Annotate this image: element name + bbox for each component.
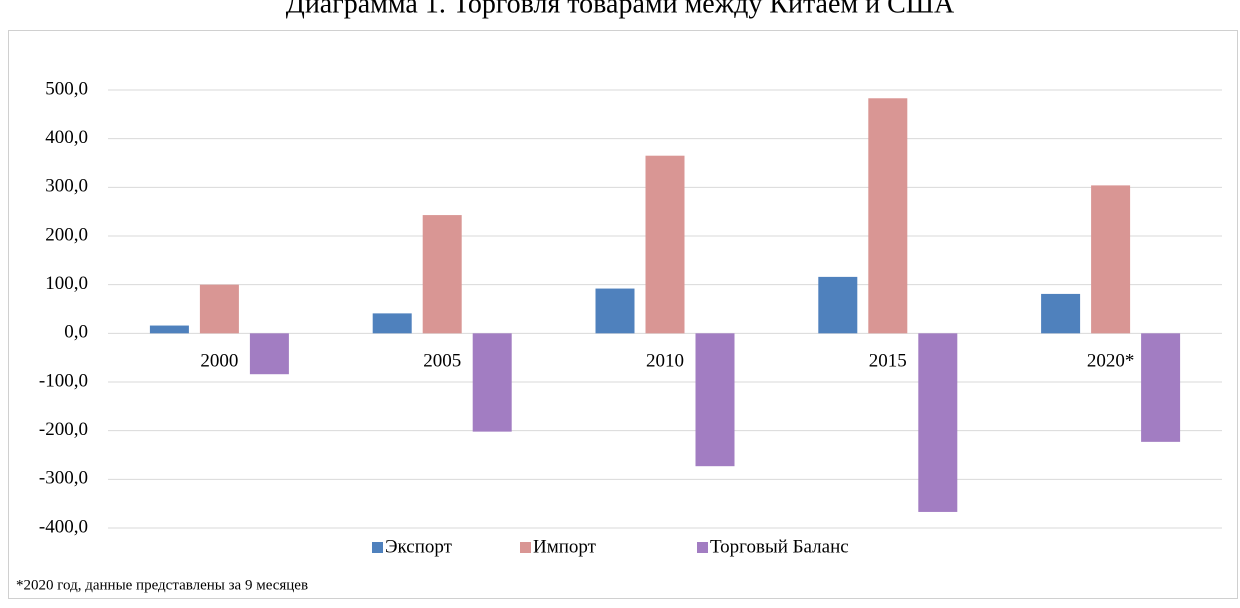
y-tick-label: 500,0 [45,78,88,99]
x-tick-label: 2010 [646,351,684,372]
bar [818,276,858,334]
bar [868,98,908,334]
chart-border [8,30,1238,599]
y-tick-label: 100,0 [45,273,88,294]
y-tick-label: -300,0 [39,468,88,489]
y-tick-label: 0,0 [64,322,88,343]
bar [595,288,635,334]
x-tick-label: 2005 [423,351,461,372]
y-tick-label: -400,0 [39,516,88,537]
chart-title: Диаграмма 1. Торговля товарами между Кит… [286,0,955,19]
bar [1091,185,1131,334]
y-tick-label: -100,0 [39,370,88,391]
y-tick-label: 200,0 [45,224,88,245]
bar [472,333,512,432]
bar [1041,293,1081,334]
bar [149,325,189,334]
x-tick-label: 2000 [200,351,238,372]
legend-swatch [520,542,531,553]
bar [918,333,958,512]
bar [199,284,239,334]
y-tick-label: -200,0 [39,419,88,440]
x-tick-label: 2020* [1087,351,1135,372]
y-tick-label: 300,0 [45,176,88,197]
legend-label: Экспорт [385,536,453,557]
x-tick-label: 2015 [869,351,907,372]
bar [695,333,735,467]
legend-swatch [372,542,383,553]
bar [249,333,289,375]
bar [372,313,412,334]
legend-label: Импорт [533,536,597,557]
bar [422,215,462,334]
footnote: *2020 год, данные представлены за 9 меся… [16,577,308,593]
bar [645,155,685,334]
legend-label: Торговый Баланс [710,536,849,557]
legend-swatch [697,542,708,553]
bar [1141,333,1181,442]
y-tick-label: 400,0 [45,127,88,148]
